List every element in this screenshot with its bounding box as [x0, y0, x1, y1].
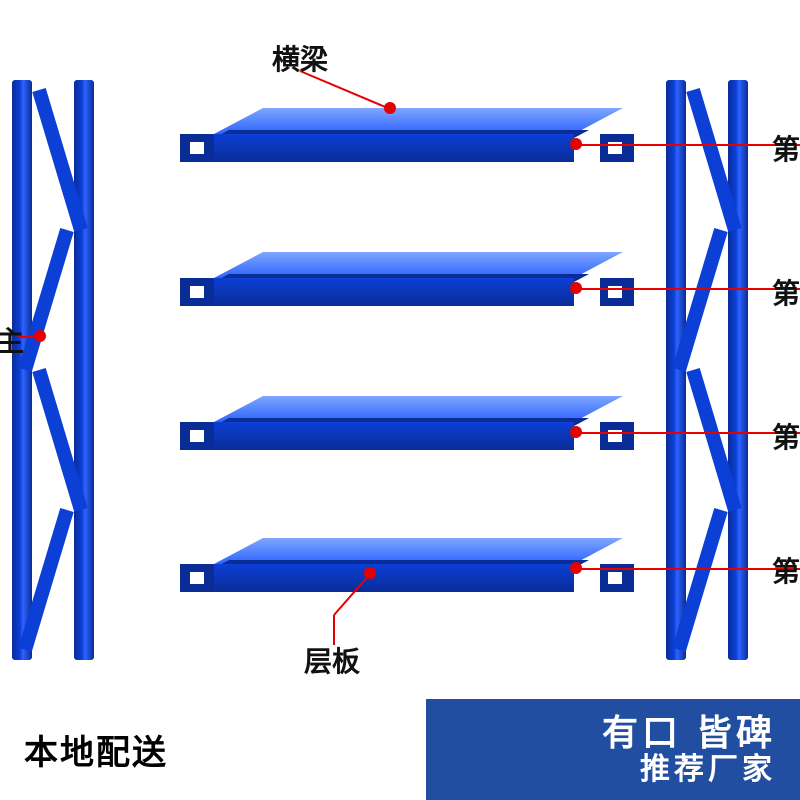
footer-strip: 本地配送 有口 皆碑 推荐厂家	[0, 699, 800, 800]
footer-left: 本地配送	[0, 699, 426, 800]
shelf-level-1	[214, 538, 574, 596]
callout-line	[576, 432, 800, 434]
footer-right-line2: 皆碑	[696, 712, 776, 753]
label-top-beam: 横梁	[272, 38, 328, 78]
shelf-level-4	[214, 108, 574, 166]
label-level-3: 第三	[772, 272, 800, 312]
upright-right	[666, 90, 748, 650]
label-left-post: 主	[0, 320, 24, 360]
shelf-level-3	[214, 252, 574, 310]
label-bottom-panel: 层板	[304, 640, 360, 680]
footer-right: 有口 皆碑 推荐厂家	[426, 699, 800, 800]
shelf-level-2	[214, 396, 574, 454]
upright-post	[728, 80, 748, 660]
label-level-2: 第二	[772, 416, 800, 456]
label-level-1: 第一	[772, 550, 800, 590]
callout-line	[576, 144, 800, 146]
diagram-canvas: 横梁 层板 主 第四 第三 第二 第一 本地配送 有口 皆碑 推荐厂家	[0, 0, 800, 800]
callout-line	[576, 288, 800, 290]
footer-right-sub: 推荐厂家	[602, 753, 776, 788]
label-level-4: 第四	[772, 128, 800, 168]
footer-right-line1: 有口	[602, 712, 682, 753]
upright-post	[74, 80, 94, 660]
footer-left-text: 本地配送	[24, 725, 168, 774]
upright-left	[12, 90, 94, 650]
callout-line	[576, 568, 800, 570]
